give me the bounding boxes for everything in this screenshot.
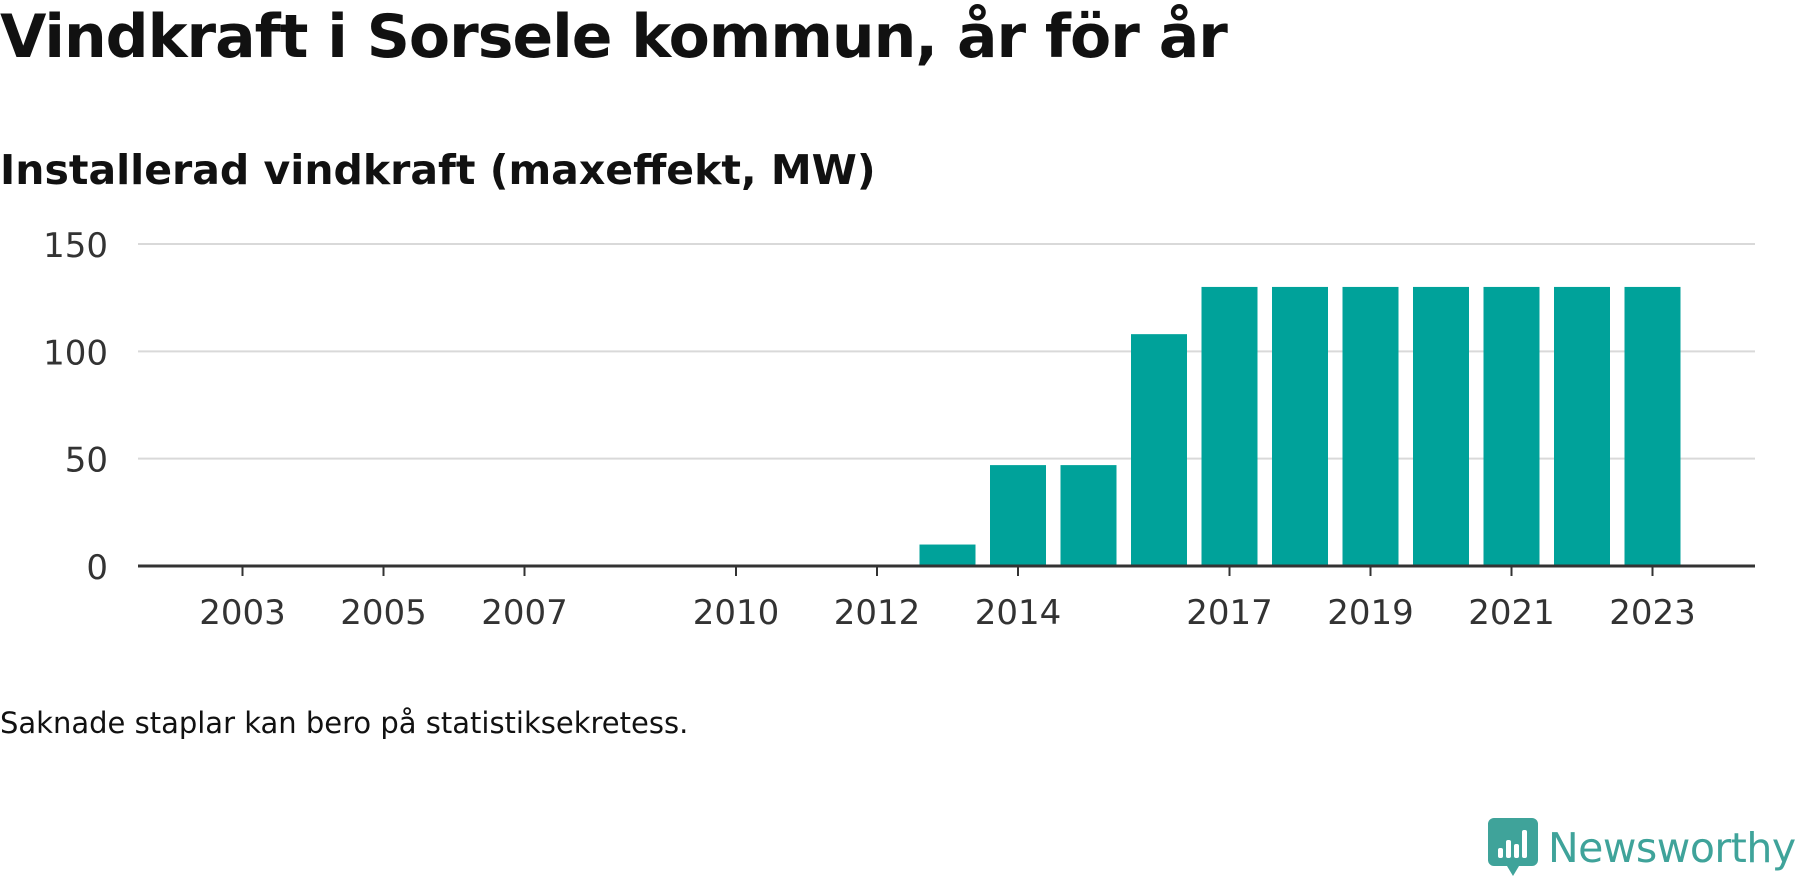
- bar-2022: [1554, 286, 1610, 566]
- x-tick-label: 2007: [481, 593, 568, 633]
- chart-title: Vindkraft i Sorsele kommun, år för år: [0, 2, 1228, 72]
- footnote: Saknade staplar kan bero på statistiksek…: [0, 706, 689, 740]
- y-tick-label: 150: [43, 226, 108, 266]
- bar-2013: [919, 544, 976, 566]
- bar-2017: [1201, 286, 1258, 566]
- x-tick-label: 2023: [1609, 593, 1696, 633]
- axes: [138, 564, 1755, 576]
- newsworthy-logo-icon: [1488, 818, 1538, 876]
- bar-2021: [1483, 286, 1540, 566]
- bar-chart: 0 50 100 150 2003 2005 2007 2010 2012 2014 2017 201…: [43, 226, 1755, 633]
- x-tick-label: 2012: [834, 593, 921, 633]
- brand-name: Newsworthy: [1548, 824, 1796, 872]
- x-tick-label: 2003: [199, 593, 286, 633]
- bar-2023: [1624, 286, 1681, 566]
- x-tick-label: 2005: [340, 593, 427, 633]
- x-tick-label: 2017: [1186, 593, 1273, 633]
- tick-labels: 0 50 100 150 2003 2005 2007 2010 2012 2014 2017 201…: [43, 226, 1696, 633]
- newsworthy-logo: Newsworthy: [1488, 818, 1796, 878]
- x-tick-label: 2010: [693, 593, 780, 633]
- chart-subtitle: Installerad vindkraft (maxeffekt, MW): [0, 146, 876, 194]
- bars: [919, 286, 1681, 566]
- x-tick-label: 2019: [1327, 593, 1414, 633]
- y-tick-label: 0: [86, 548, 108, 588]
- x-tick-label: 2014: [975, 593, 1062, 633]
- y-tick-label: 50: [65, 441, 108, 481]
- y-tick-label: 100: [43, 333, 108, 373]
- bar-2016: [1131, 334, 1187, 566]
- bar-2020: [1413, 286, 1469, 566]
- bar-2019: [1342, 286, 1399, 566]
- bar-2014: [990, 465, 1046, 566]
- x-tick-label: 2021: [1468, 593, 1555, 633]
- bar-2018: [1272, 286, 1328, 566]
- bar-2015: [1060, 465, 1117, 566]
